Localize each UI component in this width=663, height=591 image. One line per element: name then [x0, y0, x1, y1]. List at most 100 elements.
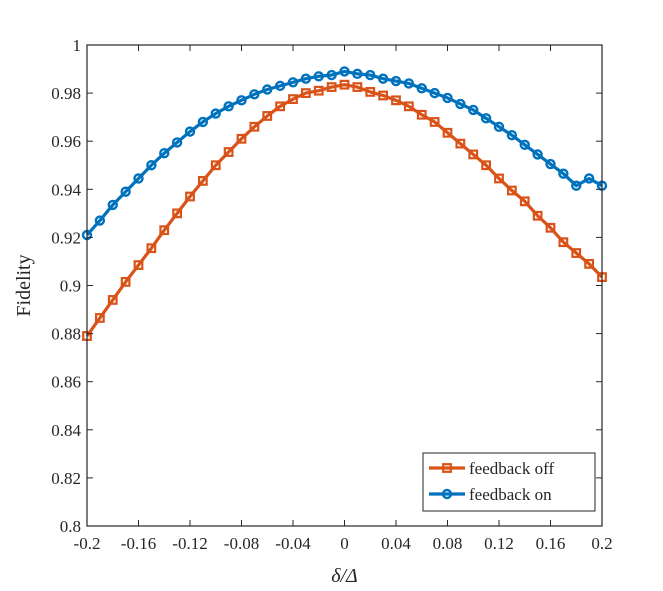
- data-point: [197, 175, 208, 186]
- data-point: [223, 147, 234, 157]
- data-point: [416, 109, 427, 120]
- data-point: [455, 138, 466, 149]
- series-feedback-on: [81, 66, 608, 241]
- data-point: [442, 92, 453, 104]
- x-tick-label: 0: [340, 534, 349, 553]
- data-point: [352, 82, 363, 92]
- legend-marker: [442, 463, 452, 473]
- data-point: [133, 173, 144, 184]
- data-point: [185, 191, 195, 202]
- y-tick-label: 0.88: [51, 325, 81, 344]
- y-tick-label: 0.84: [51, 421, 81, 440]
- data-point: [416, 83, 427, 94]
- data-point: [377, 73, 389, 84]
- x-axis-title: δ/Δ: [331, 565, 358, 587]
- data-point: [519, 139, 530, 151]
- series-feedback-off: [82, 79, 607, 341]
- data-point: [352, 68, 363, 80]
- x-tick-label: 0.2: [591, 534, 612, 553]
- x-tick-label: -0.2: [74, 534, 101, 553]
- data-point: [184, 126, 196, 137]
- data-point: [300, 88, 311, 99]
- data-point: [287, 77, 299, 88]
- x-tick-label: -0.08: [224, 534, 259, 553]
- x-tick-label: -0.16: [121, 534, 156, 553]
- data-point: [236, 133, 247, 144]
- y-tick-label: 1: [73, 36, 82, 55]
- legend-item: feedback off: [429, 459, 554, 478]
- x-tick-label: 0.08: [433, 534, 463, 553]
- data-point: [532, 210, 543, 221]
- data-point: [429, 117, 440, 127]
- y-tick-label: 0.94: [51, 180, 81, 199]
- legend-label: feedback off: [469, 459, 554, 478]
- y-axis-title: Fidelity: [13, 254, 35, 316]
- data-point: [146, 243, 157, 254]
- data-point: [107, 199, 118, 211]
- y-tick-label: 0.8: [60, 517, 81, 536]
- x-tick-label: 0.12: [484, 534, 514, 553]
- data-point: [120, 186, 131, 197]
- data-point: [107, 295, 118, 305]
- data-point: [442, 127, 453, 138]
- data-point: [159, 225, 170, 236]
- data-point: [210, 160, 221, 171]
- data-point: [326, 82, 337, 92]
- x-tick-label: 0.04: [381, 534, 411, 553]
- data-point: [223, 101, 234, 112]
- data-point: [120, 276, 131, 287]
- data-point: [571, 248, 582, 258]
- data-point: [171, 137, 183, 148]
- data-point: [146, 160, 157, 171]
- y-tick-label: 0.9: [60, 277, 81, 296]
- data-point: [262, 84, 273, 95]
- x-tick-label: -0.12: [172, 534, 207, 553]
- y-tick-label: 0.98: [51, 84, 81, 103]
- y-tick-label: 0.86: [51, 373, 81, 392]
- series-line: [85, 69, 603, 237]
- data-point: [339, 66, 350, 77]
- data-point: [326, 69, 337, 81]
- data-point: [583, 173, 595, 184]
- data-point: [236, 95, 247, 106]
- legend-box: [422, 452, 596, 512]
- legend-label: feedback on: [469, 485, 552, 504]
- data-point: [429, 87, 440, 99]
- data-point: [455, 98, 466, 110]
- data-point: [249, 121, 260, 132]
- data-point: [584, 258, 595, 269]
- data-point: [313, 85, 324, 96]
- data-point: [403, 101, 414, 112]
- data-point: [133, 260, 144, 270]
- data-point: [94, 215, 106, 226]
- data-point: [571, 180, 582, 191]
- series-line: [85, 83, 604, 337]
- data-point: [558, 168, 569, 179]
- legend: feedback off feedback on: [422, 452, 596, 512]
- data-point: [339, 79, 350, 90]
- data-point: [390, 75, 402, 87]
- data-point: [275, 101, 286, 112]
- data-point: [494, 173, 504, 184]
- data-point: [313, 71, 324, 82]
- y-tick-label: 0.82: [51, 469, 81, 488]
- data-point: [506, 185, 517, 196]
- data-point: [480, 113, 492, 124]
- data-point: [159, 148, 170, 159]
- data-point: [545, 158, 556, 170]
- data-point: [558, 237, 569, 248]
- data-point: [493, 121, 505, 132]
- data-point: [288, 94, 298, 105]
- data-point: [506, 129, 518, 141]
- data-point: [197, 116, 209, 128]
- data-point: [210, 108, 221, 119]
- data-point: [365, 69, 376, 81]
- x-tick-label: 0.16: [536, 534, 566, 553]
- data-point: [519, 196, 530, 207]
- data-point: [94, 313, 105, 323]
- legend-marker: [441, 488, 453, 500]
- y-tick-label: 0.96: [51, 132, 81, 151]
- data-point: [468, 149, 479, 160]
- data-point: [468, 104, 479, 116]
